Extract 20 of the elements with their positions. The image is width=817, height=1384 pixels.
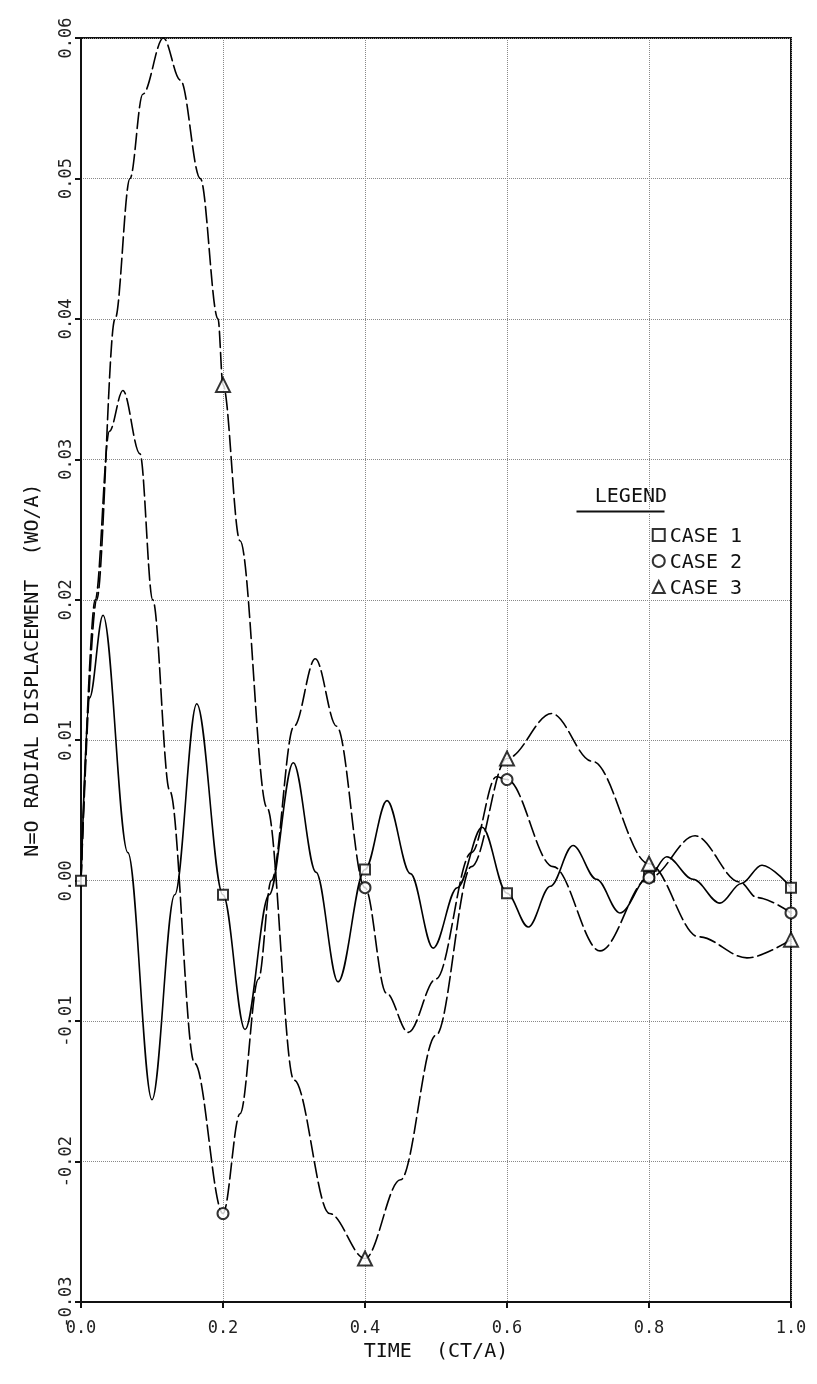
legend-label: CASE 1 [669,523,742,547]
x-tick-label: 0.2 [207,1316,239,1337]
legend-title: LEGEND [594,483,667,507]
y-tick-label: 0.01 [54,719,75,761]
x-axis-title: TIME (CT/A) [363,1338,509,1362]
y-tick-label: -0.02 [54,1135,75,1188]
legend-label: CASE 3 [669,575,742,599]
x-tick-label: 1.0 [775,1316,807,1337]
y-tick-label: 0.00 [54,860,75,902]
x-tick-label: 0.4 [349,1316,381,1337]
y-tick-label: 0.06 [54,17,75,59]
y-tick-label: -0.01 [54,995,75,1047]
y-tick-label: 0.02 [54,579,75,621]
y-axis-title: N=O RADIAL DISPLACEMENT (WO/A) [19,483,43,857]
x-tick-label: 0.6 [491,1316,523,1337]
y-tick-label: 0.04 [54,298,75,340]
y-tick-label: 0.05 [54,157,75,199]
y-tick-label: 0.03 [54,438,75,480]
x-tick-label: 0.8 [633,1316,665,1337]
legend-label: CASE 2 [669,549,742,573]
